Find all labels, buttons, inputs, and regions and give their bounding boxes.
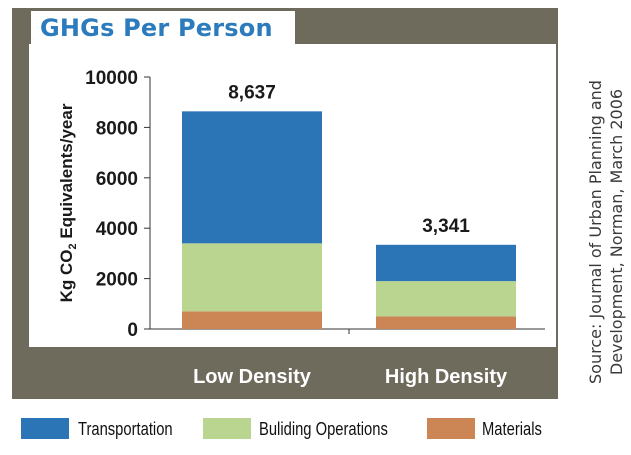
bar-materials-low-density bbox=[182, 311, 322, 329]
bar-buliding-operations-high-density bbox=[376, 281, 516, 317]
y-tick-label: 10000 bbox=[85, 68, 138, 89]
bar-materials-high-density bbox=[376, 316, 516, 329]
y-tick-label: 2000 bbox=[96, 270, 138, 291]
title-box bbox=[31, 11, 295, 47]
legend-swatch-building-operations bbox=[203, 418, 251, 439]
legend-swatch-transportation bbox=[21, 418, 69, 439]
bar-total-label: 3,341 bbox=[422, 216, 470, 237]
source-line-2: Development, Norman, March 2006 bbox=[607, 88, 626, 376]
legend-label-building-operations: Buliding Operations bbox=[259, 419, 388, 439]
x-category-label: High Density bbox=[385, 366, 508, 388]
legend-swatch-materials bbox=[427, 418, 475, 439]
source-line-1: Source: Journal of Urban Planning and bbox=[586, 80, 605, 384]
chart-title: GHGs Per Person bbox=[40, 14, 273, 42]
bar-transportation-high-density bbox=[376, 244, 516, 282]
y-tick-label: 6000 bbox=[96, 169, 138, 190]
y-axis-label: Kg CO2 Equivalents/year bbox=[57, 103, 79, 302]
y-tick-label: 0 bbox=[127, 320, 138, 341]
y-tick-label: 8000 bbox=[96, 118, 138, 139]
bar-total-label: 8,637 bbox=[228, 82, 276, 103]
x-category-label: Low Density bbox=[193, 366, 312, 388]
source-note: Source: Journal of Urban Planning and De… bbox=[585, 80, 627, 384]
bar-transportation-low-density bbox=[182, 111, 322, 244]
bar-buliding-operations-low-density bbox=[182, 243, 322, 312]
legend-label-transportation: Transportation bbox=[78, 419, 173, 439]
y-tick-label: 4000 bbox=[96, 219, 138, 240]
legend-label-materials: Materials bbox=[482, 419, 542, 439]
